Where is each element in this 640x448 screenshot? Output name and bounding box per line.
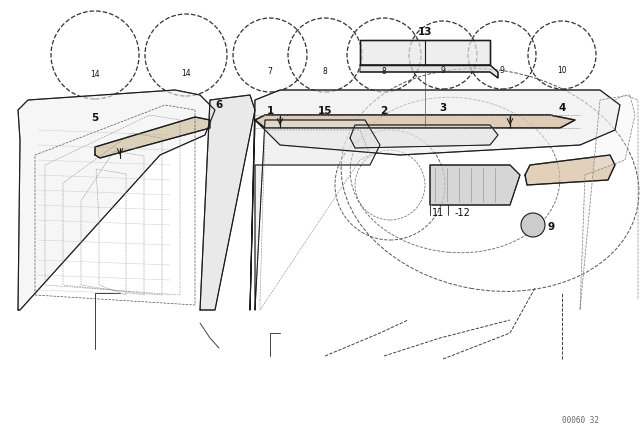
Text: 14: 14	[181, 69, 191, 78]
Polygon shape	[360, 40, 490, 65]
Text: 4: 4	[558, 103, 566, 113]
Text: 2: 2	[380, 106, 388, 116]
Text: 3: 3	[440, 103, 447, 113]
Text: 8: 8	[323, 67, 328, 76]
Text: 10: 10	[557, 66, 567, 75]
Text: 5: 5	[92, 113, 99, 123]
Polygon shape	[430, 165, 520, 205]
Polygon shape	[580, 95, 635, 310]
Text: 6: 6	[216, 100, 223, 110]
Polygon shape	[200, 95, 255, 310]
Polygon shape	[350, 125, 498, 148]
Text: 15: 15	[317, 106, 332, 116]
Text: 13: 13	[418, 27, 432, 37]
Text: 11: 11	[432, 208, 444, 218]
Text: 9: 9	[440, 66, 445, 75]
Text: -12: -12	[455, 208, 471, 218]
Text: 00060 32: 00060 32	[561, 416, 598, 425]
Polygon shape	[525, 155, 615, 185]
Circle shape	[521, 213, 545, 237]
Text: 9: 9	[500, 66, 504, 75]
Polygon shape	[360, 65, 498, 78]
Text: 1: 1	[266, 106, 274, 116]
Polygon shape	[95, 117, 210, 158]
Polygon shape	[18, 90, 215, 310]
Text: 7: 7	[268, 67, 273, 76]
Text: 9: 9	[548, 222, 555, 232]
Polygon shape	[250, 90, 620, 310]
Text: 8: 8	[381, 67, 387, 76]
Text: 14: 14	[90, 70, 100, 79]
Polygon shape	[255, 115, 575, 128]
Polygon shape	[255, 120, 380, 310]
